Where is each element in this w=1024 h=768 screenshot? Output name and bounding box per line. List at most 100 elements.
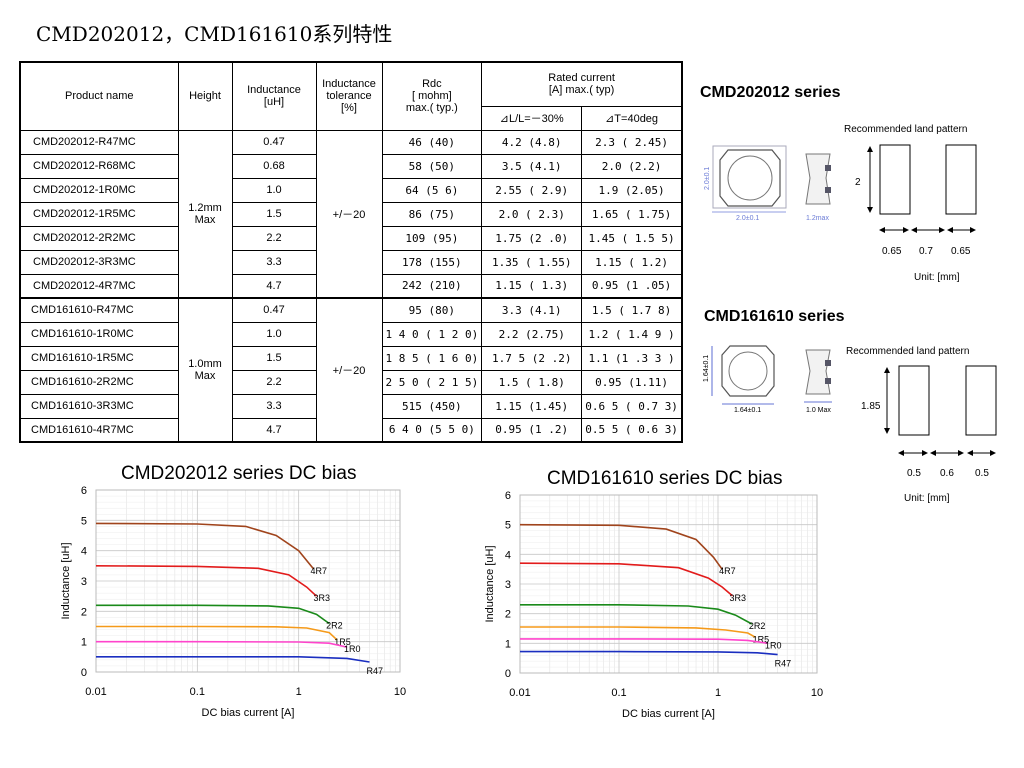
product-name-cell: CMD202012-R68MC (19, 153, 179, 179)
rated-current-dt-cell: 1.9 (2.05) (581, 177, 683, 203)
series1-drawing-height: 2.0±0.1 (704, 167, 711, 190)
y-tick-label: 4 (505, 549, 511, 561)
rated-current-dl-cell: 2.0 ( 2.3) (481, 201, 583, 227)
series-line-3R3 (519, 562, 734, 597)
y-tick-label: 6 (81, 485, 87, 497)
series1-dim-c: 0.65 (951, 246, 971, 257)
series-line-2R2 (96, 604, 330, 625)
y-tick-label: 3 (505, 579, 511, 591)
rated-current-dl-cell: 4.2 (4.8) (481, 129, 583, 155)
chart2-title: CMD161610 series DC bias (547, 468, 783, 489)
series-label-3R3: 3R3 (314, 593, 331, 603)
x-tick-label: 0.01 (509, 687, 530, 699)
x-tick-label: 0.1 (190, 686, 205, 698)
height-cell: 1.0mm Max (177, 297, 233, 443)
rdc-cell: 58 (50) (381, 153, 483, 179)
product-name-cell: CMD161610-3R3MC (19, 393, 179, 419)
header-tolerance: Inductance tolerance [%] (315, 61, 383, 130)
rated-current-dl-cell: 1.5 ( 1.8) (481, 369, 583, 395)
rated-current-dt-cell: 0.5 5 ( 0.6 3) (581, 417, 683, 443)
y-tick-label: 4 (81, 546, 87, 558)
series2-dim-b: 0.6 (940, 468, 954, 479)
header-rated-dt: ⊿T=40deg (581, 105, 683, 131)
table-row: CMD202012-R47MC 1.2mm Max 0.47 +/－20 46 (40) 4… (19, 129, 683, 299)
chart1-title: CMD202012 series DC bias (121, 463, 357, 484)
plot-area (95, 489, 401, 673)
y-tick-label: 1 (505, 638, 511, 650)
series-line-1R5 (96, 625, 338, 641)
rated-current-dt-cell: 2.0 (2.2) (581, 153, 683, 179)
spec-table: Product name Height Inductance [uH] Induc… (19, 61, 683, 443)
y-tick-label: 5 (505, 520, 511, 532)
table-row: CMD202012-3R3MC 3.3 178 (155) 1.35 ( 1.55) 1… (19, 249, 683, 275)
series-label-2R2: 2R2 (749, 621, 766, 631)
y-tick-label: 1 (81, 637, 87, 649)
header-product-name: Product name (19, 61, 179, 130)
product-name-cell: CMD161610-2R2MC (19, 369, 179, 395)
series-line-R47 (96, 655, 370, 663)
series2-drawing-max: 1.0 Max (806, 407, 831, 414)
y-axis-label: Inductance [uH] (60, 542, 72, 619)
rdc-cell: 86 (75) (381, 201, 483, 227)
header-height: Height (177, 61, 233, 130)
inductance-cell: 3.3 (231, 393, 317, 419)
series1-dim-b: 0.7 (919, 246, 933, 257)
series-line-3R3 (95, 565, 318, 597)
tolerance-cell: +/－20 (315, 129, 383, 299)
x-tick-label: 0.1 (611, 687, 626, 699)
rated-current-dt-cell: 0.95 (1.11) (581, 369, 683, 395)
chart-1: 0.01 0.1 1 10 0 1 2 3 4 5 6 DC bias current [A] Indu… (60, 485, 406, 719)
header-rated-current: Rated current [A] max.( typ) (481, 61, 683, 106)
rated-current-dt-cell: 1.45 ( 1.5 5) (581, 225, 683, 251)
rdc-cell: 64 (5 6) (381, 177, 483, 203)
rdc-cell: 2 5 0 ( 2 1 5) (381, 369, 483, 395)
inductance-cell: 3.3 (231, 249, 317, 275)
y-tick-label: 6 (505, 490, 511, 502)
tolerance-cell: +/－20 (315, 297, 383, 443)
header-rdc: Rdc[ mohm] max.( typ.) (381, 61, 483, 130)
x-tick-label: 10 (811, 687, 823, 699)
series2-dim-a: 0.5 (907, 468, 921, 479)
rdc-cell: 46 (40) (381, 129, 483, 155)
x-tick-label: 1 (296, 686, 302, 698)
series2-land-pattern (884, 365, 997, 456)
rated-current-dl-cell: 3.5 (4.1) (481, 153, 583, 179)
height-cell: 1.2mm Max (177, 129, 233, 299)
series2-unit: Unit: [mm] (904, 493, 950, 504)
x-tick-label: 0.01 (85, 686, 106, 698)
table-subheader-row: ⊿L/L=－30% ⊿T=40deg (20, 105, 683, 131)
series-line-R47 (520, 650, 778, 656)
product-name-cell: CMD161610-1R0MC (19, 321, 179, 347)
rated-current-dl-cell: 1.7 5 (2 .2) (481, 345, 583, 371)
series2-dim-c: 0.5 (975, 468, 989, 479)
table-row: CMD161610-1R5MC 1.5 1 8 5 ( 1 6 0) 1.7 5 (2… (19, 345, 683, 371)
series-label-1R0: 1R0 (344, 644, 361, 654)
rdc-cell: 109 (95) (381, 225, 483, 251)
y-tick-label: 3 (81, 576, 87, 588)
y-tick-label: 5 (81, 515, 87, 527)
inductance-cell: 2.2 (231, 225, 317, 251)
series-label-1R5: 1R5 (334, 637, 351, 647)
page-title: CMD202012，CMD161610系列特性 (36, 22, 393, 46)
series1-land-label: Recommended land pattern (844, 124, 968, 135)
rated-current-dt-cell: 1.1 (1 .3 3 ) (581, 345, 683, 371)
rated-current-dt-cell: 1.65 ( 1.75) (581, 201, 683, 227)
product-name-cell: CMD202012-2R2MC (19, 225, 179, 251)
y-tick-label: 2 (81, 606, 87, 618)
inductance-cell: 1.0 (231, 321, 317, 347)
product-name-cell: CMD161610-4R7MC (19, 417, 179, 443)
product-name-cell: CMD161610-R47MC (19, 297, 179, 323)
series-label-4R7: 4R7 (719, 566, 736, 576)
series2-drawing-width: 1.64±0.1 (734, 407, 761, 414)
series-label-1R0: 1R0 (765, 640, 782, 650)
series2-height-dim: 1.85 (861, 401, 881, 412)
rated-current-dt-cell: 0.95 (1 .05) (581, 273, 683, 299)
series-label-R47: R47 (775, 659, 792, 669)
series-line-2R2 (520, 603, 753, 625)
rated-current-dl-cell: 1.15 (1.45) (481, 393, 583, 419)
product-name-cell: CMD202012-4R7MC (19, 273, 179, 299)
x-axis-label: DC bias current [A] (202, 707, 295, 719)
x-tick-label: 10 (394, 686, 406, 698)
series2-land-label: Recommended land pattern (846, 346, 970, 357)
chart-2: 0.01 0.1 1 10 0 1 2 3 4 5 6 DC bias current [A] Indu… (484, 490, 823, 720)
